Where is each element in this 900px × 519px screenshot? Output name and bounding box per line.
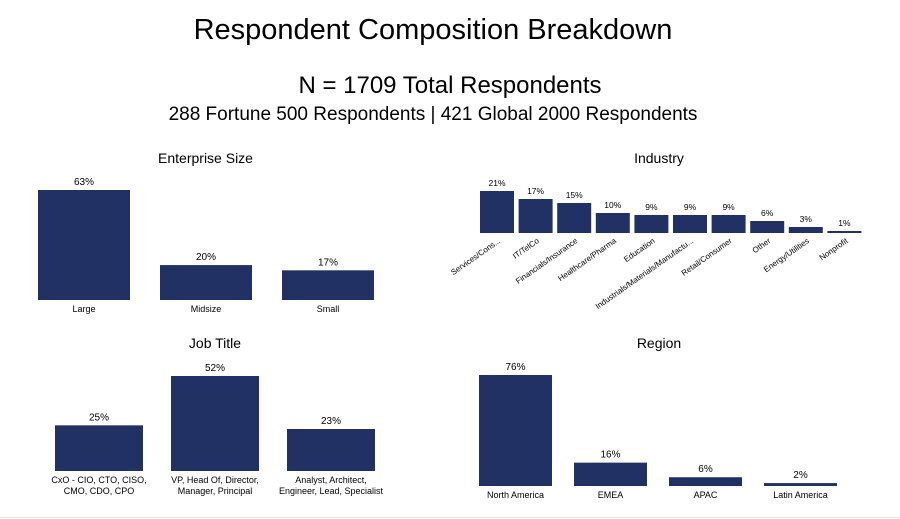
- tick-label-line: Large: [72, 304, 95, 314]
- bar: [711, 215, 746, 233]
- tick-label: Large: [72, 304, 95, 314]
- tick-label-line: Latin America: [773, 490, 828, 500]
- bar: [673, 215, 707, 233]
- data-label: 15%: [566, 190, 583, 200]
- bar: [634, 215, 669, 233]
- tick-label-line: Engineer, Lead, Specialist: [279, 486, 384, 496]
- bar: [669, 477, 742, 486]
- bottom-divider: [0, 517, 900, 518]
- tick-label-line: Small: [317, 304, 340, 314]
- data-label: 9%: [684, 202, 697, 212]
- industry-title: Industry: [634, 150, 684, 166]
- chart-subtitle-2: 288 Fortune 500 Respondents | 421 Global…: [168, 104, 698, 125]
- tick-label: APAC: [694, 490, 718, 500]
- tick-label: CxO - CIO, CTO, CISO, CMO, CDO, CPO: [51, 475, 146, 496]
- data-label: 25%: [89, 412, 109, 423]
- bar: [574, 462, 647, 486]
- bar: [595, 213, 630, 233]
- tick-label: VP, Head Of, Director, Manager, Principal: [171, 475, 259, 496]
- bar: [55, 425, 143, 471]
- bar: [287, 428, 375, 471]
- data-label: 6%: [761, 208, 774, 218]
- bar: [557, 203, 592, 233]
- data-label: 2%: [793, 470, 808, 481]
- bar: [171, 376, 259, 471]
- data-label: 3%: [800, 214, 813, 224]
- data-label: 17%: [318, 257, 338, 268]
- bar: [480, 191, 514, 233]
- tick-label-line: EMEA: [598, 490, 624, 500]
- tick-label: EMEA: [598, 490, 624, 500]
- tick-label-line: VP, Head Of, Director,: [171, 475, 259, 485]
- data-label: 16%: [600, 450, 620, 461]
- data-label: 63%: [74, 177, 94, 188]
- tick-label: North America: [487, 490, 544, 500]
- tick-label: Latin America: [773, 490, 828, 500]
- data-label: 6%: [698, 464, 713, 475]
- tick-label-line: APAC: [694, 490, 718, 500]
- data-label: 76%: [505, 362, 525, 373]
- data-label: 9%: [722, 202, 735, 212]
- tick-label-line: Analyst, Architect,: [295, 475, 367, 485]
- bar: [282, 270, 374, 300]
- tick-label: Midsize: [191, 304, 222, 314]
- enterprise-size-title: Enterprise Size: [158, 150, 253, 166]
- data-label: 1%: [838, 218, 851, 228]
- tick-label-line: CMO, CDO, CPO: [64, 486, 135, 496]
- bar: [518, 199, 553, 233]
- bar: [827, 231, 862, 233]
- data-label: 9%: [645, 202, 658, 212]
- data-label: 52%: [205, 363, 225, 374]
- tick-label-line: Midsize: [191, 304, 222, 314]
- data-label: 10%: [604, 200, 621, 210]
- tick-label: Small: [317, 304, 340, 314]
- bar: [38, 190, 130, 300]
- data-label: 23%: [321, 416, 341, 427]
- region-title: Region: [636, 335, 682, 351]
- tick-label-line: CxO - CIO, CTO, CISO,: [51, 475, 146, 485]
- tick-label: Analyst, Architect, Engineer, Lead, Speci…: [279, 475, 384, 496]
- tick-label-line: Manager, Principal: [178, 486, 253, 496]
- chart-subtitle: N = 1709 Total Respondents: [298, 72, 602, 99]
- data-label: 21%: [488, 178, 505, 188]
- tick-label-line: North America: [487, 490, 544, 500]
- job-title-title: Job Title: [188, 335, 242, 351]
- bar: [764, 483, 837, 486]
- bar: [788, 227, 823, 233]
- bar: [750, 221, 785, 233]
- bar: [479, 375, 552, 486]
- data-label: 20%: [196, 252, 216, 263]
- bar: [160, 265, 252, 300]
- chart-title: Respondent Composition Breakdown: [193, 14, 673, 46]
- data-label: 17%: [527, 186, 544, 196]
